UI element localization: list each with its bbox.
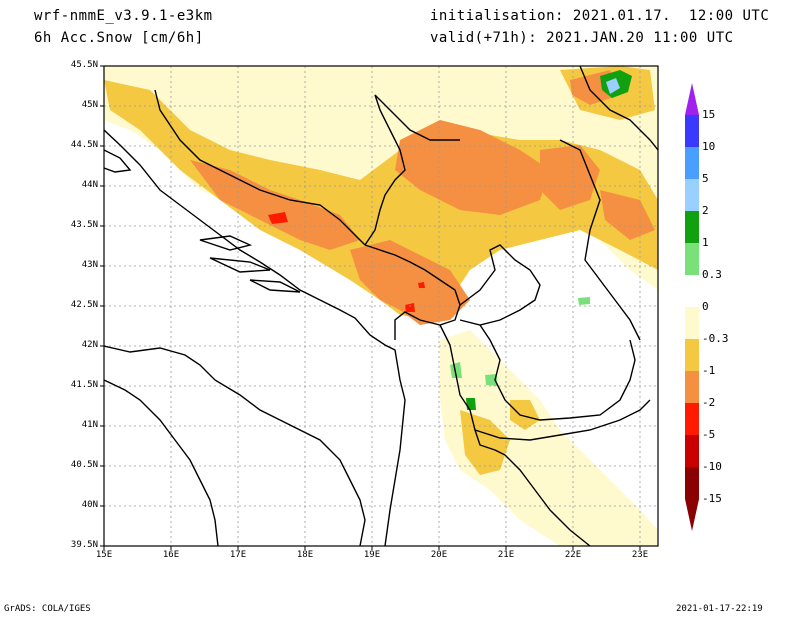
lat-tick-label: 43.5N (70, 220, 98, 230)
lat-tick-label: 43N (81, 260, 98, 270)
lat-tick-label: 44N (81, 180, 98, 190)
snow-orange-area (350, 240, 470, 325)
lat-tick-label: 40N (81, 500, 98, 510)
lat-tick-label: 41N (81, 420, 98, 430)
colorbar-segment (685, 211, 699, 243)
lat-tick-label: 45.5N (70, 60, 98, 70)
romania-border (579, 66, 658, 151)
colorbar-label: 15 (702, 108, 716, 121)
colorbar-segment (685, 371, 699, 403)
lon-tick-label: 16E (162, 550, 180, 560)
hungary-border (374, 94, 460, 141)
colorbar-segment (685, 403, 699, 435)
colorbar-segment (685, 275, 699, 307)
snow-green-spot (578, 297, 590, 305)
lat-tick-label: 44.5N (70, 140, 98, 150)
timestamp-text: 2021-01-17-22:19 (676, 604, 763, 614)
colorbar-top-arrow (685, 83, 699, 115)
lat-tick-label: 40.5N (70, 460, 98, 470)
init-time: initialisation: 2021.01.17. 12:00 UTC (430, 8, 770, 24)
lon-tick-label: 21E (497, 550, 515, 560)
lat-tick-label: 45N (81, 100, 98, 110)
snow-yellow-area (104, 80, 658, 320)
snow-orange-area (600, 190, 655, 240)
colorbar-segment (685, 307, 699, 339)
snow-green-spot (485, 374, 497, 386)
albania-border (439, 324, 506, 456)
colorbar-label: 10 (702, 140, 716, 153)
colorbar-label: -15 (702, 492, 722, 505)
snow-yellow-area (510, 400, 540, 430)
field-title: 6h Acc.Snow [cm/6h] (34, 30, 204, 46)
kosovo-border (459, 244, 541, 326)
model-title: wrf-nmmE_v3.9.1-e3km (34, 8, 213, 24)
lon-tick-label: 20E (430, 550, 448, 560)
italy-coast (104, 345, 366, 546)
snow-yellow-area (460, 410, 510, 475)
colorbar-segment (685, 339, 699, 371)
colorbar-label: -1 (702, 364, 716, 377)
tick-marks (100, 65, 641, 550)
colorbar-label: 0.3 (702, 268, 722, 281)
lon-tick-label: 15E (95, 550, 113, 560)
colorbar-label: 2 (702, 204, 709, 217)
colorbar-segment (685, 147, 699, 179)
colorbar-bottom-arrow (685, 499, 699, 531)
greek-coast (504, 454, 591, 546)
snow-blue-spot (606, 78, 620, 94)
lon-tick-label: 22E (564, 550, 582, 560)
colorbar-label: -2 (702, 396, 716, 409)
snow-red-spot (405, 303, 415, 312)
lon-tick-label: 17E (229, 550, 247, 560)
lon-tick-label: 19E (363, 550, 381, 560)
montenegro-border (364, 244, 461, 340)
lat-tick-label: 39.5N (70, 540, 98, 550)
colorbar-segment (685, 435, 699, 467)
lon-tick-label: 23E (631, 550, 649, 560)
colorbar-segment (685, 243, 699, 275)
snow-green-spot (466, 398, 476, 410)
coastlines-borders (104, 66, 658, 546)
colorbar-label: -5 (702, 428, 716, 441)
colorbar-segment (685, 179, 699, 211)
snow-orange-area (395, 120, 550, 215)
colorbar-label: -10 (702, 460, 722, 473)
lat-tick-label: 42N (81, 340, 98, 350)
colorbar-label: 0 (702, 300, 709, 313)
colorbar-label: 5 (702, 172, 709, 185)
croatia-border (154, 89, 366, 246)
snow-red-spot (268, 212, 288, 224)
colorbar-segment (685, 115, 699, 147)
istria-coast (104, 149, 132, 173)
valid-time: valid(+71h): 2021.JAN.20 11:00 UTC (430, 30, 734, 46)
colorbar (685, 83, 699, 531)
credit-text: GrADS: COLA/IGES (4, 604, 91, 614)
snow-field (104, 66, 658, 546)
italy-heel (104, 379, 219, 546)
lat-tick-label: 41.5N (70, 380, 98, 390)
colorbar-label: 1 (702, 236, 709, 249)
snow-green-spot (450, 362, 462, 378)
lon-tick-label: 18E (296, 550, 314, 560)
greece-border (474, 399, 651, 441)
bosnia-serbia-border (364, 94, 406, 246)
lat-lon-grid (104, 66, 658, 546)
colorbar-segment (685, 467, 699, 499)
macedonia-border (479, 324, 636, 421)
snow-orange-area (190, 160, 360, 250)
colorbar-label: -0.3 (702, 332, 729, 345)
snow-red-spot (418, 282, 425, 288)
bulgaria-border (559, 139, 641, 341)
islands (199, 235, 301, 293)
lat-tick-label: 42.5N (70, 300, 98, 310)
adriatic-east-coast (104, 129, 406, 546)
